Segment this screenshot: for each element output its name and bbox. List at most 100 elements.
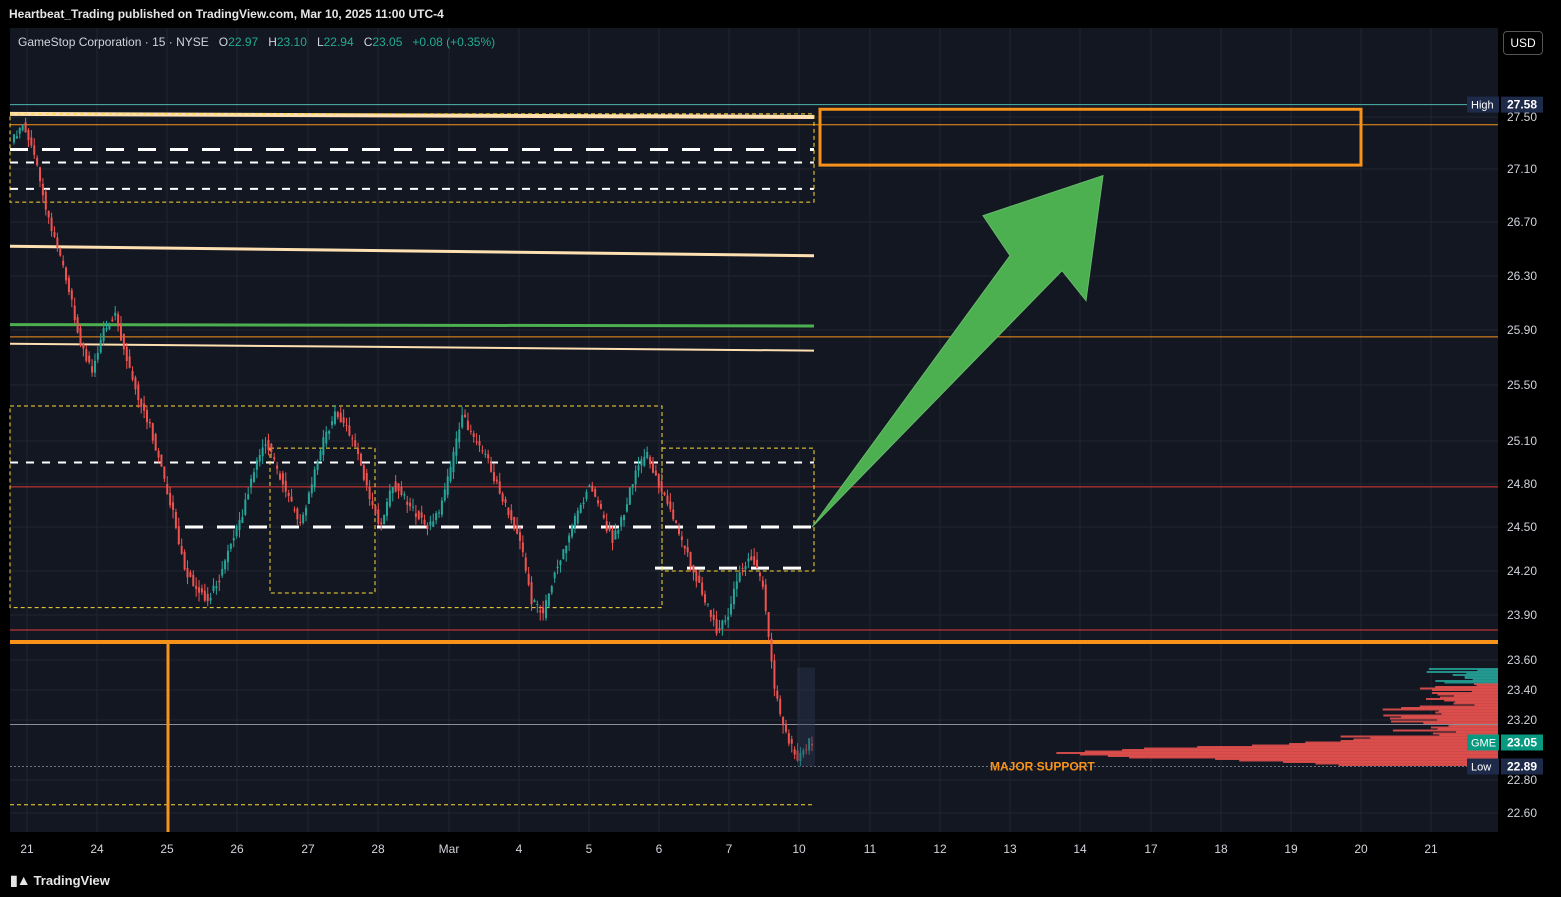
candle-body[interactable] <box>603 515 605 518</box>
candle-body[interactable] <box>36 158 38 165</box>
candle-body[interactable] <box>354 440 356 446</box>
candle-body[interactable] <box>221 569 223 576</box>
candle-body[interactable] <box>288 493 290 496</box>
candle-body[interactable] <box>496 480 498 482</box>
candle-body[interactable] <box>661 481 663 491</box>
candle-body[interactable] <box>120 324 122 341</box>
moving-average-line[interactable] <box>10 325 814 326</box>
candle-body[interactable] <box>606 521 608 531</box>
currency-button[interactable]: USD <box>1503 31 1543 55</box>
candle-body[interactable] <box>467 421 469 430</box>
candle-body[interactable] <box>53 232 55 237</box>
candle-body[interactable] <box>562 549 564 559</box>
candle-body[interactable] <box>638 465 640 470</box>
candle-body[interactable] <box>479 441 481 445</box>
candle-body[interactable] <box>620 517 622 526</box>
candle-body[interactable] <box>476 442 478 443</box>
candle-body[interactable] <box>357 448 359 454</box>
candle-body[interactable] <box>441 500 443 514</box>
candle-body[interactable] <box>710 610 712 617</box>
candle-body[interactable] <box>591 486 593 492</box>
candle-body[interactable] <box>186 568 188 577</box>
candle-body[interactable] <box>247 494 249 499</box>
tradingview-brand[interactable]: ▮▲ TradingView <box>10 872 110 889</box>
candle-body[interactable] <box>25 122 27 132</box>
candle-body[interactable] <box>184 552 186 569</box>
candle-body[interactable] <box>773 660 775 688</box>
candle-body[interactable] <box>609 527 611 531</box>
candle-body[interactable] <box>348 426 350 436</box>
candle-body[interactable] <box>346 425 348 426</box>
candle-body[interactable] <box>293 509 295 510</box>
candle-body[interactable] <box>374 506 376 514</box>
candle-body[interactable] <box>597 500 599 503</box>
candle-body[interactable] <box>513 517 515 528</box>
candle-body[interactable] <box>166 484 168 494</box>
candle-body[interactable] <box>545 600 547 618</box>
candle-body[interactable] <box>600 504 602 509</box>
candle-body[interactable] <box>464 415 466 418</box>
candle-body[interactable] <box>695 572 697 582</box>
candle-body[interactable] <box>56 238 58 248</box>
candle-body[interactable] <box>779 699 781 714</box>
candle-body[interactable] <box>380 523 382 525</box>
candle-body[interactable] <box>692 565 694 572</box>
candle-body[interactable] <box>299 522 301 523</box>
candle-body[interactable] <box>256 460 258 469</box>
candle-body[interactable] <box>207 594 209 601</box>
candle-body[interactable] <box>502 493 504 501</box>
candle-body[interactable] <box>450 467 452 481</box>
candle-body[interactable] <box>325 432 327 444</box>
candle-body[interactable] <box>360 454 362 466</box>
candle-body[interactable] <box>103 328 105 341</box>
candle-body[interactable] <box>580 505 582 513</box>
candle-body[interactable] <box>322 437 324 455</box>
candle-body[interactable] <box>204 591 206 601</box>
candle-body[interactable] <box>319 451 321 460</box>
candle-body[interactable] <box>684 546 686 549</box>
candle-body[interactable] <box>19 128 21 134</box>
candle-body[interactable] <box>666 495 668 503</box>
candle-body[interactable] <box>340 413 342 423</box>
candle-body[interactable] <box>756 560 758 568</box>
candle-body[interactable] <box>137 384 139 400</box>
candle-body[interactable] <box>733 589 735 605</box>
candle-body[interactable] <box>461 415 463 427</box>
candle-body[interactable] <box>395 481 397 491</box>
candle-body[interactable] <box>134 377 136 389</box>
candle-body[interactable] <box>690 552 692 567</box>
candle-body[interactable] <box>681 537 683 541</box>
candle-body[interactable] <box>117 314 119 326</box>
candle-body[interactable] <box>383 515 385 524</box>
candle-body[interactable] <box>366 473 368 486</box>
candle-body[interactable] <box>617 530 619 534</box>
candle-body[interactable] <box>698 576 700 583</box>
candle-body[interactable] <box>291 497 293 502</box>
candle-body[interactable] <box>82 343 84 348</box>
candle-body[interactable] <box>528 574 530 585</box>
candle-body[interactable] <box>140 399 142 407</box>
candle-body[interactable] <box>776 691 778 699</box>
candle-body[interactable] <box>16 136 18 138</box>
candle-body[interactable] <box>169 493 171 505</box>
candle-body[interactable] <box>143 403 145 410</box>
candle-body[interactable] <box>782 717 784 726</box>
candle-body[interactable] <box>155 434 157 451</box>
candle-body[interactable] <box>372 501 374 505</box>
candle-body[interactable] <box>678 528 680 534</box>
candle-body[interactable] <box>519 532 521 541</box>
candle-body[interactable] <box>403 494 405 495</box>
candle-body[interactable] <box>227 551 229 563</box>
candle-body[interactable] <box>178 526 180 544</box>
candle-body[interactable] <box>415 513 417 517</box>
candle-body[interactable] <box>389 491 391 507</box>
candle-body[interactable] <box>791 739 793 744</box>
candle-body[interactable] <box>265 445 267 446</box>
candle-body[interactable] <box>539 610 541 612</box>
candle-body[interactable] <box>626 504 628 511</box>
candle-body[interactable] <box>236 526 238 536</box>
candle-body[interactable] <box>33 145 35 155</box>
candle-body[interactable] <box>426 525 428 529</box>
candle-body[interactable] <box>262 447 264 456</box>
candle-body[interactable] <box>273 457 275 459</box>
